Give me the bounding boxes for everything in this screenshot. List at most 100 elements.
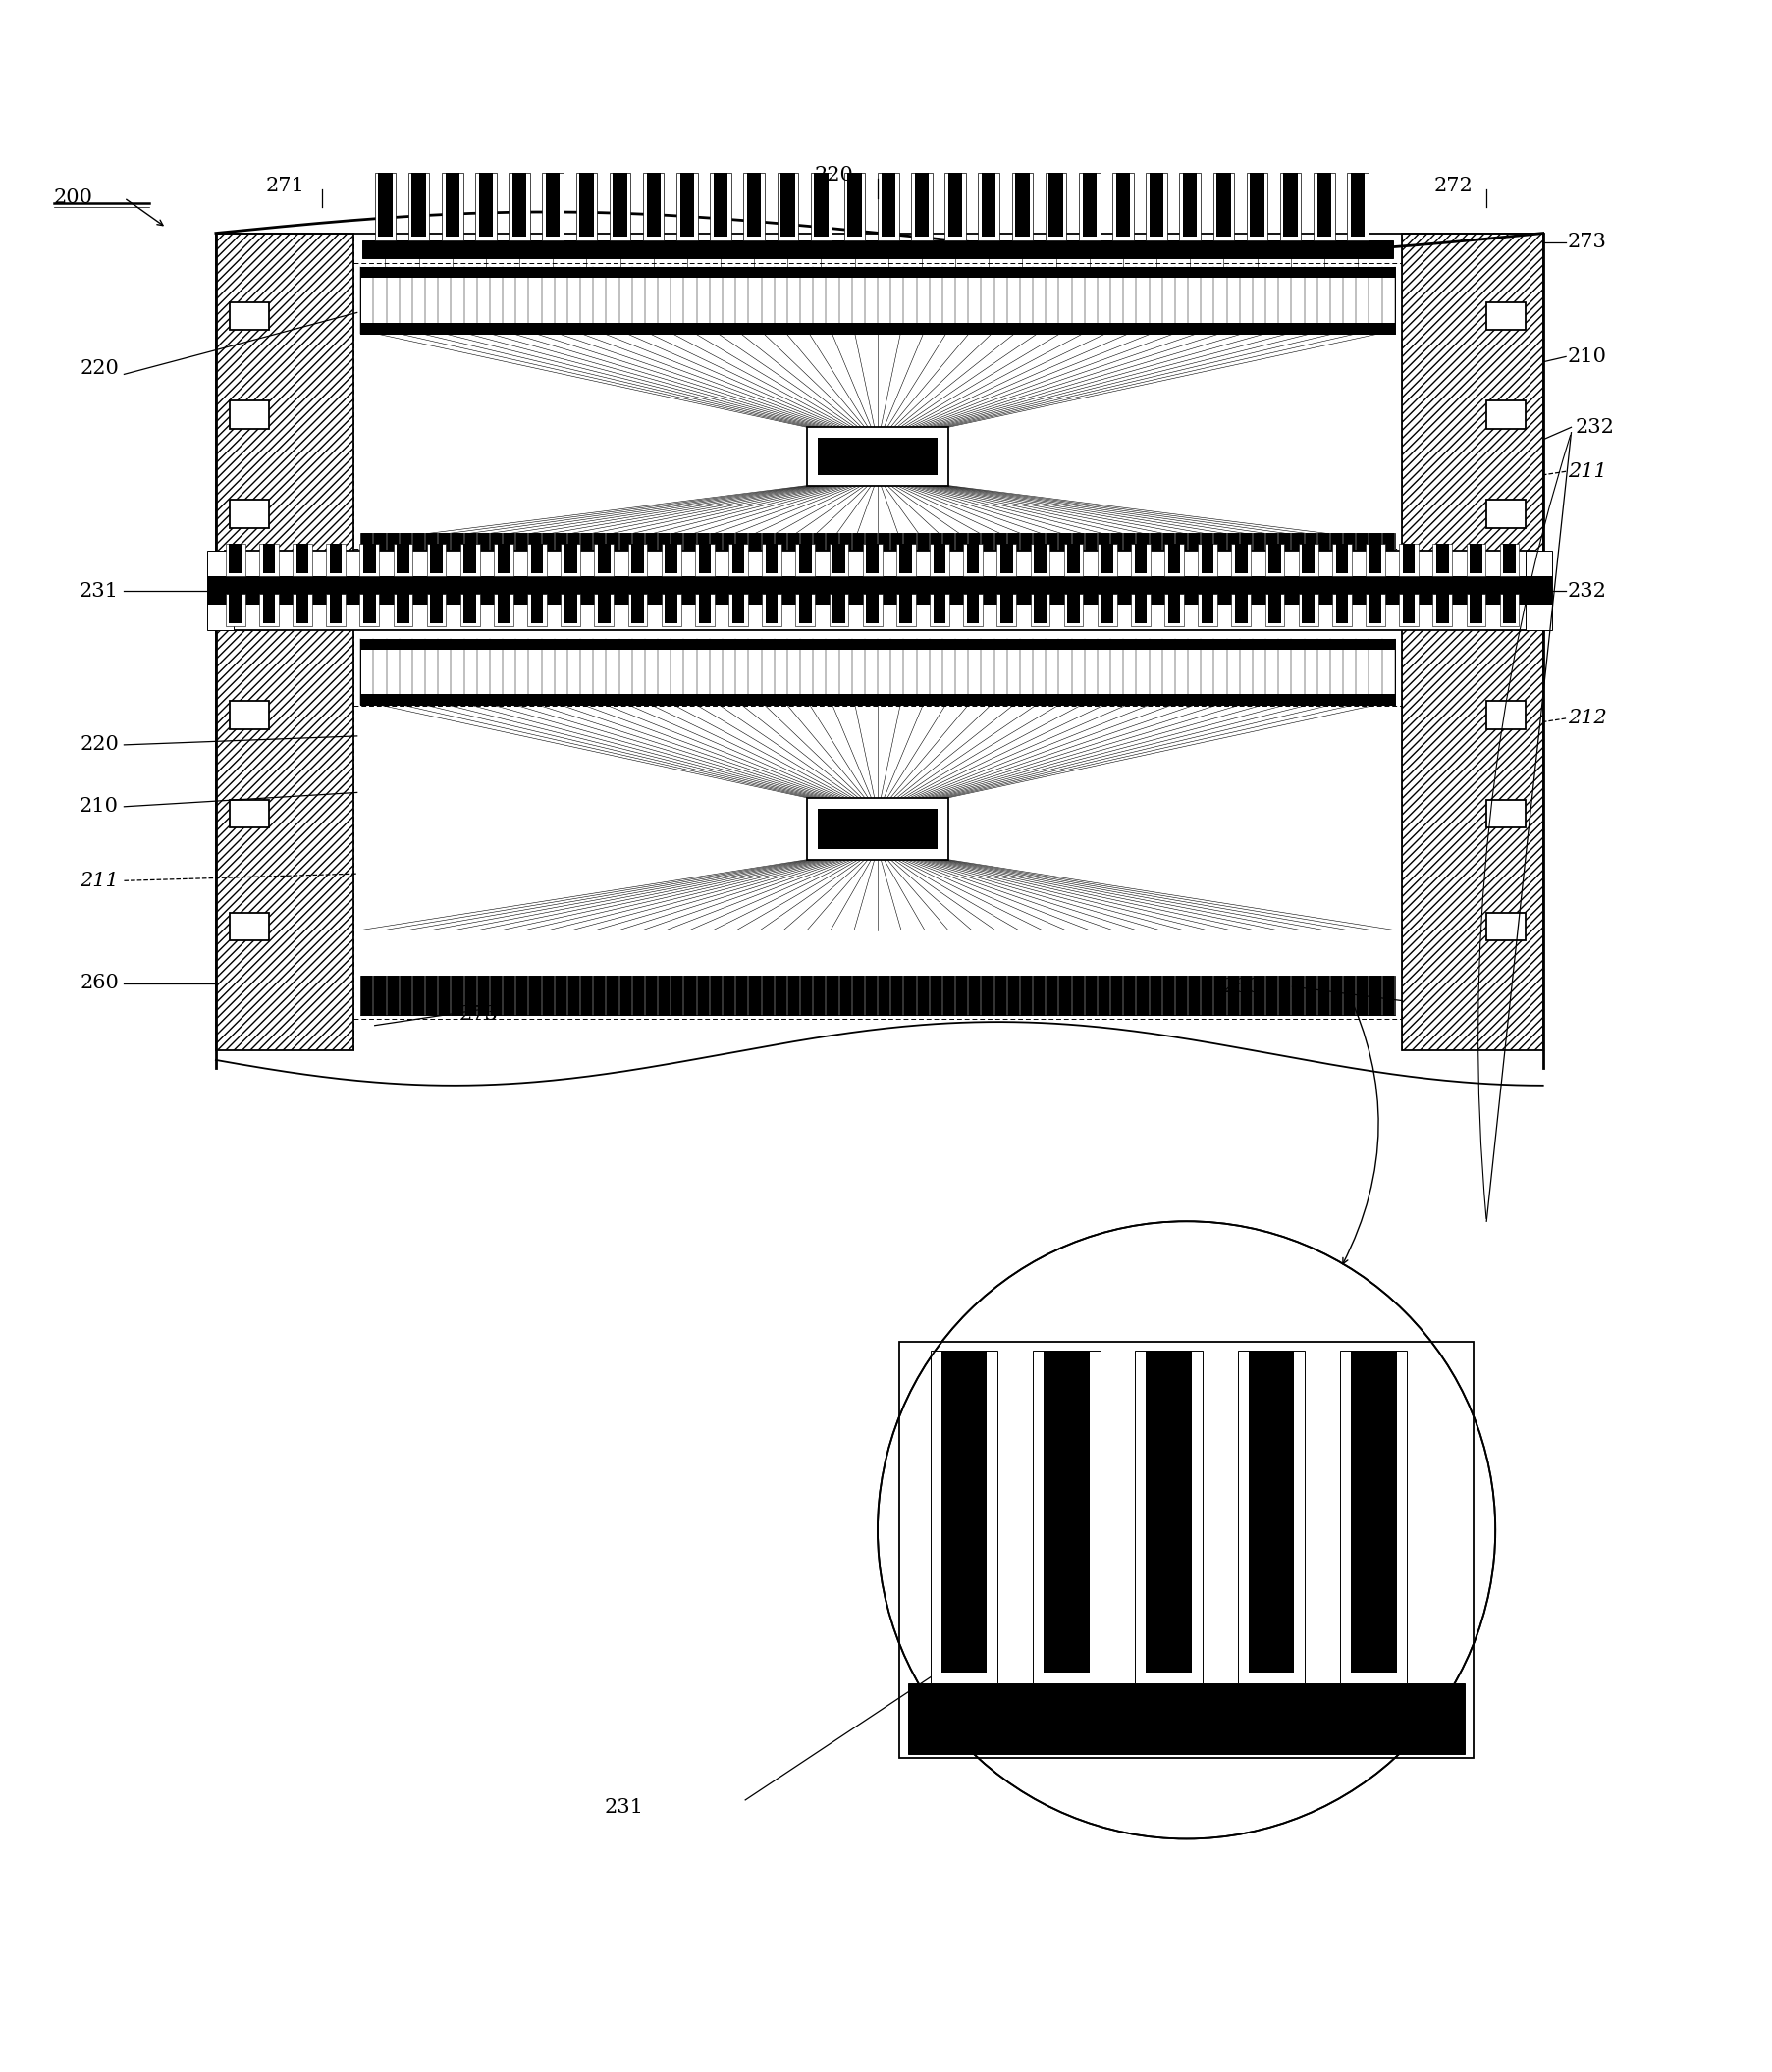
Bar	[911, 174, 932, 240]
Bar	[408, 174, 429, 240]
Bar	[1097, 595, 1116, 626]
Bar	[397, 595, 409, 624]
Bar	[732, 543, 744, 572]
Bar	[546, 174, 560, 236]
Bar	[1283, 174, 1297, 236]
Bar	[594, 543, 613, 576]
Bar	[1237, 1351, 1304, 1685]
Text: 220: 220	[80, 361, 119, 379]
Bar	[799, 543, 812, 572]
Bar	[695, 595, 714, 626]
Bar	[929, 595, 948, 626]
Bar	[1247, 1672, 1294, 1685]
Bar	[1340, 1351, 1407, 1685]
Bar	[1081, 174, 1095, 236]
Bar	[1435, 595, 1448, 624]
Bar	[1033, 1351, 1099, 1685]
Bar	[1044, 1351, 1088, 1672]
Bar	[1115, 174, 1129, 236]
Bar	[1097, 543, 1116, 576]
Bar	[1168, 543, 1180, 572]
Bar	[1524, 551, 1550, 630]
Bar	[1131, 595, 1150, 626]
Bar	[799, 595, 812, 624]
Bar	[1331, 595, 1350, 626]
Bar	[867, 595, 879, 624]
Bar	[494, 595, 512, 626]
Bar	[762, 543, 781, 576]
Bar	[877, 174, 898, 240]
Bar	[762, 595, 781, 626]
Bar	[229, 595, 241, 624]
Bar	[1100, 595, 1113, 624]
Bar	[1015, 174, 1030, 236]
Bar	[907, 1685, 1464, 1716]
Bar	[627, 595, 647, 626]
Bar	[377, 174, 392, 236]
Text: 210: 210	[80, 798, 119, 816]
Bar	[1297, 543, 1317, 576]
Bar	[1246, 174, 1267, 240]
Text: 232: 232	[1566, 582, 1605, 601]
Bar	[225, 576, 1533, 605]
Bar	[360, 267, 1395, 334]
Bar	[1269, 595, 1279, 624]
Bar	[360, 694, 1395, 704]
Bar	[631, 595, 643, 624]
Bar	[806, 798, 948, 860]
Bar	[695, 543, 714, 576]
Bar	[1350, 1672, 1396, 1685]
Bar	[1499, 543, 1519, 576]
Bar	[817, 437, 937, 474]
Bar	[732, 595, 744, 624]
Bar	[806, 427, 948, 485]
Bar	[817, 808, 937, 850]
Bar	[498, 543, 509, 572]
Bar	[1033, 595, 1045, 624]
Bar	[962, 595, 982, 626]
Bar	[230, 603, 269, 630]
Bar	[360, 533, 1395, 559]
Bar	[330, 595, 342, 624]
Text: 232: 232	[1574, 419, 1613, 437]
Bar	[1030, 595, 1049, 626]
Bar	[361, 240, 1393, 257]
Bar	[1077, 174, 1099, 240]
Bar	[627, 543, 647, 576]
Bar	[1350, 1351, 1396, 1672]
Bar	[1435, 543, 1448, 572]
Bar	[833, 595, 845, 624]
Text: 220: 220	[80, 736, 119, 754]
Bar	[360, 638, 1395, 651]
Bar	[999, 543, 1012, 572]
Circle shape	[877, 1220, 1494, 1838]
Bar	[907, 1716, 1464, 1755]
Bar	[292, 595, 312, 626]
Bar	[1235, 595, 1247, 624]
Bar	[867, 543, 879, 572]
Bar	[1269, 543, 1279, 572]
Bar	[1485, 303, 1524, 329]
Text: 260: 260	[80, 974, 119, 992]
Bar	[1145, 1351, 1191, 1672]
Bar	[664, 543, 677, 572]
Bar	[1398, 543, 1418, 576]
Bar	[360, 976, 1395, 1015]
Text: 200: 200	[53, 189, 92, 207]
Text: 211: 211	[80, 872, 119, 891]
Bar	[530, 543, 542, 572]
Bar	[225, 543, 245, 576]
Bar	[1247, 1351, 1294, 1672]
Bar	[766, 595, 778, 624]
Bar	[360, 638, 1395, 704]
Bar	[1131, 543, 1150, 576]
Bar	[1469, 543, 1481, 572]
Bar	[1232, 543, 1251, 576]
Bar	[1030, 543, 1049, 576]
Bar	[1134, 543, 1146, 572]
Bar	[292, 543, 312, 576]
Bar	[1499, 595, 1519, 626]
Bar	[978, 174, 999, 240]
Bar	[230, 400, 269, 429]
Bar	[1485, 800, 1524, 829]
